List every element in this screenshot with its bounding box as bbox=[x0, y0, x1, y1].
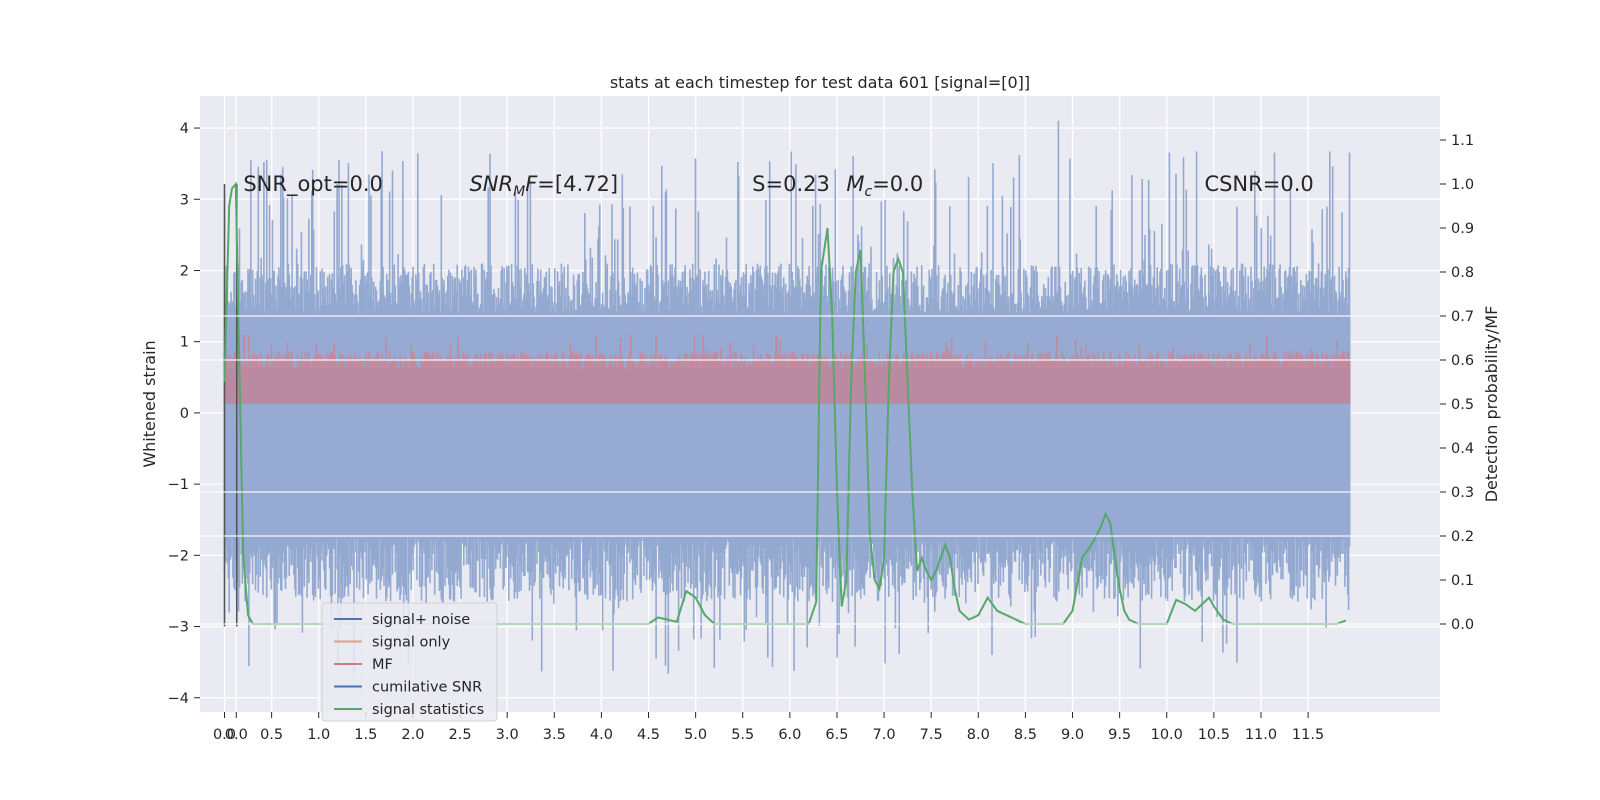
x-tick-label: 0.0 bbox=[213, 727, 236, 743]
x-tick-label: 0.0 bbox=[225, 727, 248, 743]
legend: signal+ noise signal only MF cumilative SNR… bbox=[321, 602, 498, 722]
y-axis-right-ticks: 1.1 1.0 0.9 0.8 0.7 0.6 0.5 0.4 0.3 0.2 0.1 0.0 bbox=[1440, 133, 1474, 633]
y-right-tick-label: 0.5 bbox=[1451, 397, 1474, 413]
x-tick-label: 8.0 bbox=[967, 727, 990, 743]
legend-label: signal statistics bbox=[372, 702, 484, 718]
y-tick-label: 2 bbox=[180, 263, 189, 279]
y-right-tick-label: 0.0 bbox=[1451, 617, 1474, 633]
chart-title: stats at each timestep for test data 601… bbox=[610, 73, 1030, 92]
y-tick-label: 1 bbox=[180, 335, 189, 351]
annotation-text: SNR_opt=0.0 bbox=[243, 172, 383, 197]
x-tick-label: 11.0 bbox=[1245, 727, 1277, 743]
y-tick-label: 0 bbox=[180, 406, 189, 422]
signal-noise-core bbox=[224, 313, 1351, 538]
x-tick-label: 3.5 bbox=[543, 727, 566, 743]
x-tick-label: 5.0 bbox=[684, 727, 707, 743]
annotation-text: SNRMF=[4.72] bbox=[469, 172, 618, 200]
y-tick-label: −4 bbox=[168, 691, 189, 707]
x-tick-label: 8.5 bbox=[1014, 727, 1037, 743]
mf-core bbox=[224, 368, 1351, 404]
y-axis-label: Whitened strain bbox=[140, 340, 159, 467]
legend-label: signal+ noise bbox=[372, 612, 470, 628]
y-axis-left-ticks: 4 3 2 1 0 −1 −2 −3 −4 bbox=[168, 121, 200, 707]
legend-label: cumilative SNR bbox=[372, 680, 482, 696]
x-tick-label: 11.5 bbox=[1292, 727, 1324, 743]
y-right-tick-label: 0.7 bbox=[1451, 309, 1474, 325]
legend-label: signal only bbox=[372, 635, 451, 651]
x-tick-label: 9.0 bbox=[1061, 727, 1084, 743]
y-tick-label: −1 bbox=[168, 477, 189, 493]
x-axis-ticks: 0.00.0 0.5 1.0 1.5 2.0 2.5 3.0 3.5 4.0 4.5 5.0 5.5 6… bbox=[213, 712, 1324, 743]
x-tick-label: 0.5 bbox=[260, 727, 283, 743]
annotation-text: CSNR=0.0 bbox=[1204, 172, 1313, 196]
y-right-tick-label: 0.1 bbox=[1451, 573, 1474, 589]
x-tick-label: 10.0 bbox=[1151, 727, 1183, 743]
x-tick-label: 4.0 bbox=[590, 727, 613, 743]
x-tick-label: 7.5 bbox=[920, 727, 943, 743]
x-tick-label: 3.0 bbox=[496, 727, 519, 743]
y-tick-label: 3 bbox=[180, 192, 189, 208]
mf-series bbox=[223, 334, 1351, 404]
x-tick-label: 5.5 bbox=[731, 727, 754, 743]
annotation-text: S=0.23 bbox=[752, 172, 830, 196]
y-right-tick-label: 1.1 bbox=[1451, 133, 1474, 149]
x-tick-label: 1.0 bbox=[307, 727, 330, 743]
x-tick-label: 2.5 bbox=[449, 727, 472, 743]
legend-box bbox=[321, 602, 498, 722]
x-tick-label: 1.5 bbox=[354, 727, 377, 743]
y-tick-label: −2 bbox=[168, 548, 189, 564]
x-tick-label: 2.0 bbox=[401, 727, 424, 743]
annotations: SNR_opt=0.0 SNRMF=[4.72] S=0.23 Mc=0.0 CSNR=… bbox=[243, 172, 1313, 200]
x-tick-label: 6.5 bbox=[825, 727, 848, 743]
annotation-text: Mc=0.0 bbox=[846, 172, 923, 200]
x-tick-label: 9.5 bbox=[1108, 727, 1131, 743]
y-right-tick-label: 1.0 bbox=[1451, 177, 1474, 193]
y-right-tick-label: 0.6 bbox=[1451, 353, 1474, 369]
x-tick-label: 4.5 bbox=[637, 727, 660, 743]
legend-label: MF bbox=[372, 657, 393, 673]
y-tick-label: −3 bbox=[168, 620, 189, 636]
x-tick-label: 7.0 bbox=[873, 727, 896, 743]
y-right-tick-label: 0.2 bbox=[1451, 529, 1474, 545]
y-right-tick-label: 0.9 bbox=[1451, 221, 1474, 237]
y-axis-right-label: Detection probability/MF bbox=[1482, 306, 1501, 503]
x-tick-label: 10.5 bbox=[1198, 727, 1230, 743]
y-tick-label: 4 bbox=[180, 121, 189, 137]
y-right-tick-label: 0.8 bbox=[1451, 265, 1474, 281]
y-right-tick-label: 0.4 bbox=[1451, 441, 1474, 457]
y-right-tick-label: 0.3 bbox=[1451, 485, 1474, 501]
x-tick-label: 6.0 bbox=[778, 727, 801, 743]
